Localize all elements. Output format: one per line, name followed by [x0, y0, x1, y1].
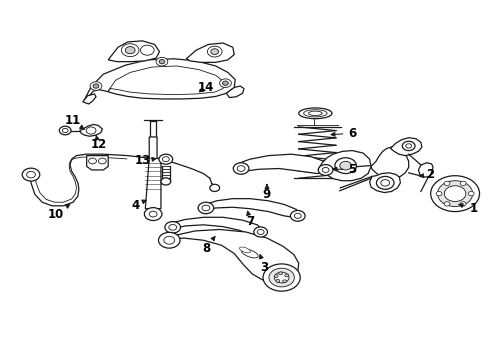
Ellipse shape	[304, 110, 327, 117]
Polygon shape	[108, 66, 224, 95]
Circle shape	[62, 129, 68, 133]
Circle shape	[276, 279, 280, 282]
Circle shape	[161, 178, 171, 185]
Ellipse shape	[309, 111, 322, 116]
Circle shape	[98, 158, 106, 164]
Circle shape	[254, 227, 268, 237]
Polygon shape	[318, 150, 371, 181]
Circle shape	[22, 168, 40, 181]
Circle shape	[162, 157, 169, 162]
Text: 5: 5	[333, 163, 357, 176]
Circle shape	[436, 192, 442, 196]
Circle shape	[431, 176, 480, 212]
Circle shape	[335, 158, 356, 174]
Circle shape	[263, 264, 300, 291]
Circle shape	[59, 126, 71, 135]
Polygon shape	[167, 217, 264, 234]
Circle shape	[198, 202, 214, 214]
Circle shape	[322, 167, 329, 172]
Text: 10: 10	[48, 204, 70, 221]
Circle shape	[145, 208, 162, 221]
Circle shape	[159, 59, 165, 64]
Circle shape	[406, 144, 412, 148]
Polygon shape	[83, 94, 96, 104]
Circle shape	[149, 211, 157, 217]
Polygon shape	[234, 154, 329, 174]
Circle shape	[165, 222, 180, 233]
Circle shape	[26, 171, 35, 178]
Circle shape	[444, 186, 466, 202]
Text: 1: 1	[459, 202, 478, 215]
Ellipse shape	[242, 249, 258, 258]
Ellipse shape	[299, 108, 332, 119]
Circle shape	[279, 272, 283, 275]
Circle shape	[274, 272, 289, 283]
Polygon shape	[200, 199, 300, 218]
Text: 6: 6	[331, 127, 357, 140]
Polygon shape	[391, 138, 422, 156]
Polygon shape	[186, 43, 234, 62]
Text: 7: 7	[246, 211, 254, 228]
Circle shape	[169, 225, 176, 230]
Circle shape	[269, 268, 294, 287]
Polygon shape	[226, 86, 244, 98]
Text: 13: 13	[134, 154, 156, 167]
Circle shape	[285, 274, 289, 277]
Circle shape	[291, 211, 305, 221]
Circle shape	[222, 81, 228, 85]
Text: 3: 3	[259, 255, 269, 274]
Circle shape	[89, 158, 97, 164]
Circle shape	[274, 275, 278, 278]
Circle shape	[444, 202, 450, 206]
Circle shape	[376, 176, 394, 189]
Text: 14: 14	[198, 81, 214, 94]
Circle shape	[233, 163, 249, 174]
Circle shape	[159, 154, 172, 164]
Circle shape	[220, 79, 231, 87]
Circle shape	[207, 46, 222, 57]
Circle shape	[283, 280, 287, 283]
Circle shape	[93, 84, 99, 88]
Circle shape	[460, 181, 466, 185]
Text: 9: 9	[263, 185, 271, 201]
Circle shape	[294, 213, 301, 219]
Circle shape	[340, 161, 351, 170]
Circle shape	[438, 181, 473, 207]
Circle shape	[257, 229, 264, 234]
Circle shape	[125, 46, 135, 54]
Polygon shape	[80, 125, 102, 136]
Polygon shape	[369, 173, 400, 193]
Polygon shape	[87, 156, 108, 170]
Polygon shape	[371, 147, 409, 178]
Text: 11: 11	[65, 114, 84, 129]
Polygon shape	[84, 59, 235, 101]
Circle shape	[159, 232, 180, 248]
Polygon shape	[418, 163, 433, 177]
Circle shape	[164, 236, 174, 244]
Circle shape	[237, 166, 245, 171]
Circle shape	[86, 127, 96, 134]
Circle shape	[90, 82, 102, 90]
Polygon shape	[146, 137, 161, 209]
Text: 4: 4	[131, 199, 146, 212]
Circle shape	[460, 202, 466, 206]
Circle shape	[210, 184, 220, 192]
Circle shape	[402, 141, 415, 150]
Circle shape	[156, 57, 168, 66]
Polygon shape	[164, 229, 299, 282]
Circle shape	[468, 192, 474, 196]
Circle shape	[122, 44, 139, 57]
Text: 12: 12	[90, 135, 106, 150]
Ellipse shape	[240, 247, 250, 253]
Circle shape	[318, 165, 333, 175]
Polygon shape	[108, 41, 159, 62]
Circle shape	[141, 45, 154, 55]
Text: 2: 2	[419, 168, 435, 181]
Circle shape	[444, 181, 450, 185]
Circle shape	[381, 180, 390, 186]
Circle shape	[202, 205, 210, 211]
Circle shape	[211, 49, 219, 54]
Text: 8: 8	[202, 237, 215, 255]
